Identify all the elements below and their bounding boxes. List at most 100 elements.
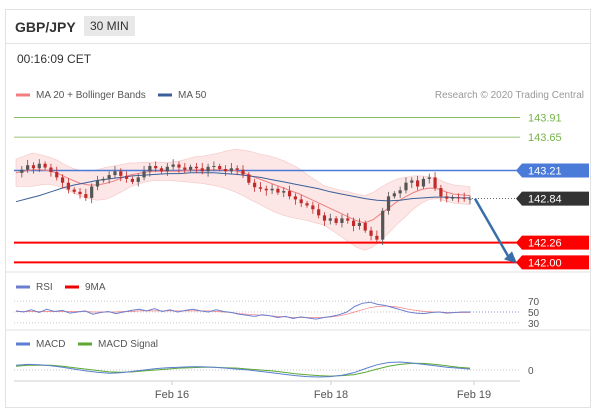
macd-legend-label: MACD — [36, 339, 65, 350]
candle-body — [66, 182, 70, 190]
candle-body — [299, 199, 303, 204]
candle-body — [270, 188, 274, 191]
candle-body — [276, 188, 280, 193]
macd-signal-line — [15, 362, 471, 377]
level-label-143-65: 143.65 — [528, 132, 562, 144]
x-tick-label-feb-16: Feb 16 — [155, 389, 189, 401]
candle-body — [235, 168, 239, 170]
candle-body — [200, 168, 204, 172]
candle-body — [20, 169, 24, 173]
timeframe-button[interactable]: 30 MIN — [84, 16, 135, 36]
macd-line — [15, 361, 471, 378]
candle-body — [241, 169, 245, 175]
level-label-142-26: 142.26 — [528, 238, 562, 250]
candle-body — [450, 197, 455, 199]
timestamp: 00:16:09 CET — [17, 52, 92, 66]
main-panel: MA 20 + Bollinger Bands MA 50 Research ©… — [14, 90, 589, 270]
projection-arrow-head — [504, 251, 517, 264]
rsi-lines — [15, 301, 520, 320]
candle-body — [72, 189, 76, 192]
candle-body — [433, 177, 437, 189]
candle-body — [445, 196, 449, 199]
candle-body — [287, 191, 292, 197]
candle-body — [218, 166, 222, 170]
level-tag-142-84 — [516, 191, 589, 206]
candle-body — [404, 182, 408, 191]
candle-body — [171, 164, 175, 167]
macd-level-label: 0 — [528, 366, 534, 377]
candle-body — [124, 175, 129, 179]
candle-body — [322, 215, 327, 221]
candle-body — [357, 222, 362, 226]
candle-body — [31, 165, 36, 169]
candle-body — [317, 209, 321, 216]
candle-body — [55, 172, 59, 178]
candle-body — [194, 166, 199, 169]
candle-body — [392, 193, 396, 197]
candle-body — [107, 175, 111, 179]
projection-arrow-line — [473, 198, 512, 261]
candle-body — [346, 218, 350, 221]
candle-body — [229, 168, 233, 172]
candle-body — [340, 218, 344, 223]
candle-body — [43, 163, 47, 168]
chart-header: GBP/JPY 30 MIN — [6, 10, 590, 44]
candle-body — [363, 222, 367, 231]
rsi-level-label-30: 30 — [528, 319, 540, 330]
candle-body — [258, 187, 263, 189]
candle-body — [351, 220, 356, 226]
level-tag-142-00 — [516, 255, 589, 270]
candle-body — [468, 198, 472, 200]
candle-body — [95, 180, 100, 187]
currency-pair-title: GBP/JPY — [15, 19, 76, 35]
level-labels: 143.91 143.65 143.21 142.84 142.26 142.00 — [516, 112, 589, 270]
ma20-legend-label: MA 20 + Bollinger Bands — [36, 90, 146, 101]
level-label-142-84: 142.84 — [528, 194, 562, 206]
candle-body — [212, 166, 216, 168]
candle-body — [165, 166, 169, 172]
candle-body — [375, 235, 379, 240]
candle-body — [410, 180, 414, 183]
candle-body — [154, 166, 158, 169]
candle-body — [60, 177, 65, 183]
level-tag-142-26 — [516, 235, 589, 250]
level-tag-143-21 — [516, 163, 589, 178]
candle-body — [113, 171, 117, 176]
rsi-ma-legend-label: 9MA — [85, 282, 106, 293]
rsi-legend-label: RSI — [36, 282, 53, 293]
level-label-143-91: 143.91 — [528, 112, 562, 124]
candle-body — [305, 203, 309, 206]
candle-body — [334, 218, 338, 223]
ma50-legend-label: MA 50 — [178, 90, 207, 101]
candle-body — [223, 169, 228, 172]
candle-body — [369, 230, 373, 236]
candle-body — [427, 177, 431, 179]
x-tick-label-feb-18: Feb 18 — [314, 389, 348, 401]
rsi-level-label-70: 70 — [528, 297, 540, 308]
x-axis: Feb 16 Feb 18 Feb 19 — [14, 380, 520, 401]
candle-body — [462, 197, 466, 199]
main-legend: MA 20 + Bollinger Bands MA 50 Research ©… — [16, 90, 584, 101]
candle-body — [183, 167, 187, 170]
macd-lines — [15, 361, 471, 378]
candle-body — [247, 174, 251, 183]
candle-body — [148, 166, 152, 172]
candle-body — [293, 196, 297, 200]
candle-body — [264, 188, 268, 191]
rsi-level-label-50: 50 — [528, 308, 540, 319]
candle-body — [381, 210, 385, 240]
candle-body — [49, 167, 53, 173]
macd-panel: MACD MACD Signal 0 — [14, 339, 534, 378]
candle-body — [78, 191, 82, 195]
candle-body — [37, 163, 41, 169]
candle-body — [416, 180, 420, 187]
candle-body — [90, 186, 94, 198]
x-tick-label-feb-19: Feb 19 — [457, 389, 491, 401]
macd-signal-legend-label: MACD Signal — [98, 339, 158, 350]
level-label-142-00: 142.00 — [528, 257, 562, 269]
candle-body — [282, 191, 286, 193]
chart-credit: Research © 2020 Trading Central — [435, 90, 584, 101]
